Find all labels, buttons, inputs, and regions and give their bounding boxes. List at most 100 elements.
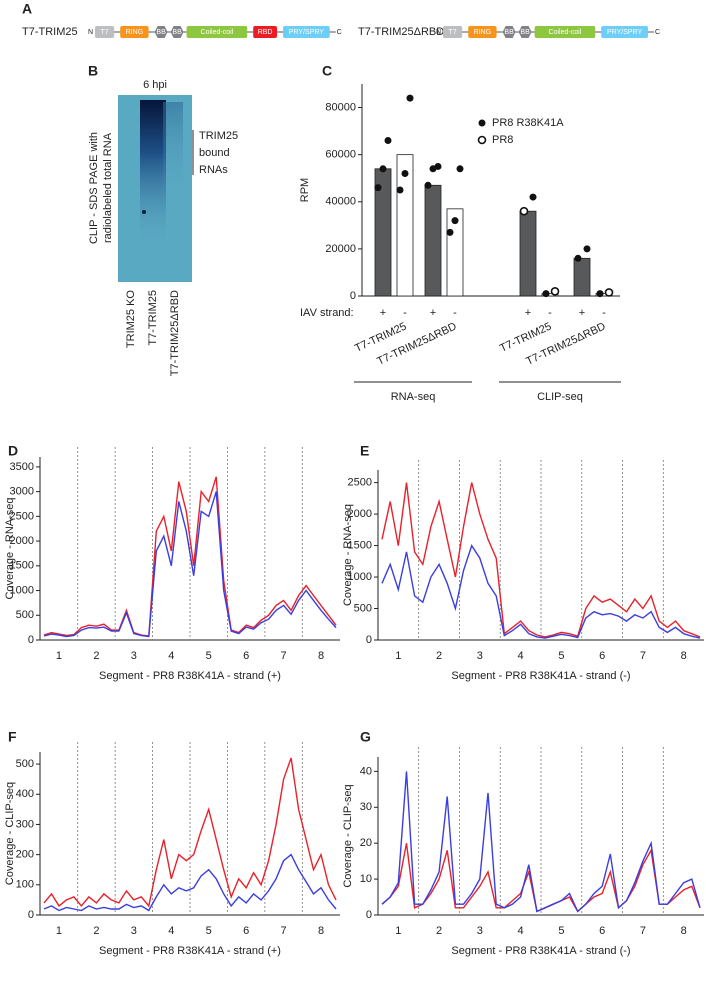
- data-point: [519, 206, 529, 216]
- y-tick-label: 500: [16, 758, 34, 770]
- domain-label: BB: [504, 29, 514, 36]
- panel-letter: F: [8, 729, 17, 745]
- y-tick-label: 20: [360, 837, 372, 849]
- gel-smear: [140, 100, 166, 250]
- y-tick-label: 2000: [10, 535, 34, 547]
- strand-tick-label: +: [380, 307, 386, 319]
- y-tick-label: 1000: [10, 584, 34, 596]
- panel-letter: C: [322, 63, 332, 79]
- x-tick-label: 5: [206, 925, 212, 937]
- domain: [518, 26, 532, 38]
- terminus: N: [436, 29, 441, 36]
- x-axis-label: Segment - PR8 R38K41A - strand (-): [451, 670, 630, 682]
- group-label: CLIP-seq: [537, 391, 583, 403]
- data-point: [401, 170, 409, 178]
- construct-name: T7-TRIM25ΔRBD: [358, 26, 444, 38]
- gel-ylabel: CLIP - SDS PAGE with: [88, 132, 100, 244]
- x-tick-label: 7: [281, 925, 287, 937]
- y-tick-label: 2500: [10, 510, 34, 522]
- x-tick-label: 3: [131, 925, 137, 937]
- data-point: [434, 162, 442, 170]
- y-tick-label: 1500: [348, 539, 372, 551]
- y-tick-label: 0: [28, 909, 34, 921]
- x-tick-label: 5: [558, 650, 564, 662]
- data-point: [424, 181, 432, 189]
- x-tick-label: 6: [599, 650, 605, 662]
- domain-label: PRY/SPRY: [607, 29, 642, 36]
- data-point: [374, 184, 382, 192]
- domain-label: BB: [172, 29, 182, 36]
- x-tick-label: 2: [436, 925, 442, 937]
- domain: [120, 26, 149, 38]
- gel-title: 6 hpi: [143, 79, 167, 91]
- coverage-line: [381, 771, 701, 913]
- y-tick-label: 30: [360, 801, 372, 813]
- x-tick-label: 7: [640, 650, 646, 662]
- bar: [541, 293, 559, 297]
- strand-tick-label: -: [403, 307, 407, 319]
- x-tick-label: 6: [243, 650, 249, 662]
- data-point: [446, 228, 454, 236]
- domain: [186, 26, 248, 38]
- y-axis-label: RPM: [299, 178, 311, 202]
- terminus: C: [337, 29, 342, 36]
- x-tick-label: 8: [318, 650, 324, 662]
- y-tick-label: 500: [354, 602, 372, 614]
- domain-label: BB: [156, 29, 166, 36]
- legend-marker: [477, 135, 487, 145]
- y-tick-label: 200: [16, 849, 34, 861]
- x-tick-label: 8: [681, 650, 687, 662]
- x-tick-label: 8: [318, 925, 324, 937]
- domain-label: RBD: [258, 29, 273, 36]
- data-point: [451, 217, 459, 225]
- domain: [170, 26, 184, 38]
- x-tick-label: 4: [518, 650, 524, 662]
- y-tick-label: 3000: [10, 486, 34, 498]
- domain-label: RING: [126, 29, 144, 36]
- strand-tick-label: +: [525, 307, 531, 319]
- bracket-label: TRIM25: [199, 130, 238, 142]
- y-tick-label: 3500: [10, 461, 34, 473]
- data-point: [574, 254, 582, 262]
- data-point: [542, 290, 550, 298]
- y-tick-label: 300: [16, 818, 34, 830]
- x-tick-label: 6: [599, 925, 605, 937]
- x-tick-label: 4: [168, 925, 174, 937]
- x-tick-label: 1: [56, 925, 62, 937]
- y-axis-label: Coverage - RNA-seq: [4, 497, 16, 599]
- y-axis-label: Coverage - CLIP-seq: [342, 784, 354, 887]
- x-tick-label: 4: [168, 650, 174, 662]
- y-tick-label: 500: [16, 609, 34, 621]
- x-tick-label: 5: [206, 650, 212, 662]
- domain-label: T7: [449, 29, 457, 36]
- coverage-line: [43, 491, 337, 638]
- y-tick-label: 0: [366, 634, 372, 646]
- x-tick-label: 5: [558, 925, 564, 937]
- y-tick-label: 2500: [348, 476, 372, 488]
- x-tick-label: 7: [281, 650, 287, 662]
- domain-label: RING: [474, 29, 492, 36]
- domain: [253, 26, 277, 38]
- strand-tick-label: -: [602, 307, 606, 319]
- domain: [601, 26, 648, 38]
- x-tick-label: 1: [56, 650, 62, 662]
- x-tick-label: 4: [518, 925, 524, 937]
- bar: [424, 184, 442, 297]
- construct-name: T7-TRIM25: [22, 26, 78, 38]
- domain: [154, 26, 168, 38]
- x-tick-label: 3: [477, 925, 483, 937]
- y-tick-label: 1000: [348, 571, 372, 583]
- lane-label: TRIM25 KO: [125, 290, 137, 349]
- legend-label: PR8: [492, 134, 513, 146]
- legend-label: PR8 R38K41A: [492, 117, 564, 129]
- x-tick-label: 3: [477, 650, 483, 662]
- domain-label: PRY/SPRY: [289, 29, 324, 36]
- y-tick-label: 2000: [348, 508, 372, 520]
- strand-tick-label: -: [548, 307, 552, 319]
- group-label: RNA-seq: [391, 391, 436, 403]
- y-tick-label: 60000: [325, 149, 356, 161]
- lane-label: T7-TRIM25ΔRBD: [169, 290, 181, 376]
- bracket-label: bound: [199, 147, 230, 159]
